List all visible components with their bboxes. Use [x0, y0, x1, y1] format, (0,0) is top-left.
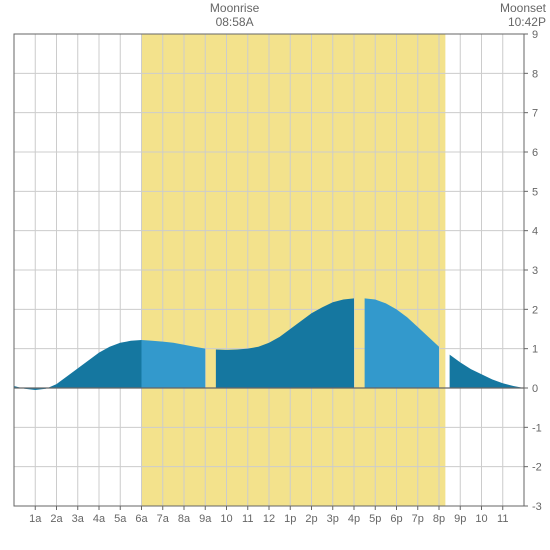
y-tick-label: 5: [532, 186, 538, 198]
chart-svg: -3-2-101234567891a2a3a4a5a6a7a8a9a101112…: [0, 0, 550, 550]
moonset-time: 10:42P: [508, 15, 546, 29]
x-tick-label: 9a: [199, 513, 212, 525]
y-tick-label: -1: [532, 422, 542, 434]
x-tick-label: 7p: [412, 513, 424, 525]
x-tick-label: 1p: [284, 513, 296, 525]
x-tick-label: 6p: [390, 513, 402, 525]
y-tick-label: 9: [532, 29, 538, 41]
x-tick-label: 4p: [348, 513, 360, 525]
x-tick-label: 5a: [114, 513, 127, 525]
x-tick-label: 3p: [327, 513, 339, 525]
x-tick-label: 9p: [454, 513, 466, 525]
y-tick-label: 1: [532, 344, 538, 356]
x-tick-label: 5p: [369, 513, 381, 525]
x-tick-label: 8p: [433, 513, 445, 525]
x-tick-label: 7a: [157, 513, 170, 525]
moonrise-time: 08:58A: [216, 15, 254, 29]
y-tick-label: 7: [532, 108, 538, 120]
y-tick-label: 3: [532, 265, 538, 277]
x-tick-label: 6a: [135, 513, 148, 525]
x-tick-label: 2a: [50, 513, 63, 525]
tide-moon-chart: -3-2-101234567891a2a3a4a5a6a7a8a9a101112…: [0, 0, 550, 550]
y-tick-label: 0: [532, 383, 538, 395]
x-tick-label: 8a: [178, 513, 191, 525]
x-tick-label: 2p: [305, 513, 317, 525]
x-tick-label: 1a: [29, 513, 42, 525]
x-tick-label: 11: [242, 513, 253, 525]
x-tick-label: 10: [475, 513, 487, 525]
y-tick-label: 6: [532, 147, 538, 159]
y-tick-label: -3: [532, 501, 542, 513]
y-tick-label: 4: [532, 226, 538, 238]
tide-area-band: [142, 340, 206, 388]
y-tick-label: -2: [532, 462, 542, 474]
x-tick-label: 10: [220, 513, 232, 525]
x-tick-label: 4a: [93, 513, 106, 525]
moonrise-label: Moonrise: [210, 1, 260, 15]
x-tick-label: 3a: [72, 513, 85, 525]
moonset-label: Moonset: [500, 1, 547, 15]
y-tick-label: 8: [532, 68, 538, 80]
x-tick-label: 11: [497, 513, 508, 525]
x-tick-label: 12: [263, 513, 275, 525]
y-tick-label: 2: [532, 304, 538, 316]
